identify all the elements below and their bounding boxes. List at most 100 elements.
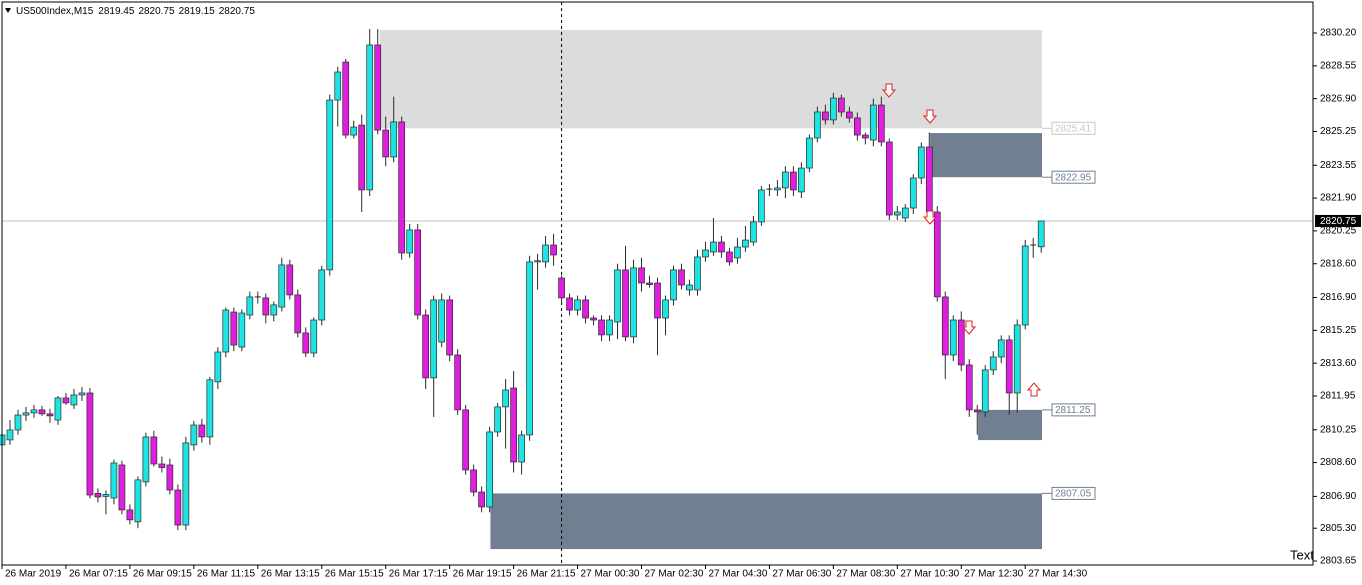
- candle: [702, 241, 709, 262]
- candle-body: [246, 296, 254, 316]
- candle: [614, 263, 621, 340]
- candle-body: [206, 379, 214, 438]
- candle: [678, 263, 685, 290]
- candle-body: [422, 314, 430, 379]
- candle-body: [22, 412, 30, 416]
- candle-body: [294, 294, 302, 334]
- candle: [206, 377, 214, 445]
- candle: [782, 166, 789, 199]
- candle-body: [190, 424, 198, 446]
- candle-body: [270, 304, 278, 316]
- candle: [638, 257, 645, 292]
- candle-body: [694, 256, 701, 291]
- candle: [798, 162, 805, 199]
- zone: [930, 133, 1043, 178]
- candle-body: [70, 394, 78, 406]
- x-tick-label: 26 Mar 21:15: [517, 569, 576, 580]
- y-tick-label: 2806.90: [1320, 491, 1357, 502]
- candle: [965, 359, 973, 417]
- candle-body: [566, 297, 573, 311]
- candle: [286, 259, 294, 300]
- candle: [598, 315, 605, 342]
- candle: [190, 420, 198, 451]
- candle: [742, 225, 749, 252]
- candle: [318, 265, 326, 326]
- candle: [917, 142, 925, 185]
- candle: [22, 406, 30, 421]
- candle-body: [1005, 339, 1013, 394]
- candle: [222, 307, 230, 358]
- plot: [0, 2, 1313, 565]
- x-tick-label: 26 Mar 17:15: [389, 569, 448, 580]
- candle-body: [366, 44, 374, 191]
- candle-body: [526, 261, 533, 436]
- candle-body: [126, 509, 134, 521]
- candle-body: [917, 146, 925, 179]
- candle-body: [182, 442, 190, 526]
- candle: [102, 490, 110, 515]
- candle-body: [6, 429, 14, 441]
- candle-body: [470, 469, 477, 493]
- zone-label: 2822.95: [1055, 172, 1092, 183]
- candle-body: [86, 392, 94, 496]
- candle: [830, 92, 837, 125]
- candle: [118, 460, 126, 515]
- candle: [654, 277, 661, 356]
- candle-body: [358, 124, 366, 191]
- zone-label: 2811.25: [1055, 405, 1091, 416]
- candle: [198, 418, 206, 443]
- candle-body: [582, 299, 589, 319]
- candle: [414, 223, 422, 320]
- candle-body: [774, 187, 781, 191]
- x-tick-label: 26 Mar 07:15: [69, 569, 128, 580]
- candle: [438, 293, 446, 348]
- candle-body: [646, 282, 653, 285]
- candle-body: [118, 464, 126, 511]
- x-tick-label: 26 Mar 19:15: [453, 569, 512, 580]
- x-tick-label: 27 Mar 12:30: [964, 569, 1023, 580]
- candle-body: [30, 409, 38, 414]
- x-tick-label: 26 Mar 15:15: [325, 569, 384, 580]
- y-tick-label: 2813.60: [1320, 358, 1357, 369]
- candle: [1021, 239, 1029, 330]
- candle: [94, 488, 102, 503]
- candle-body: [885, 141, 893, 216]
- signal-arrows: [881, 83, 1042, 397]
- candle-body: [46, 413, 54, 417]
- candle: [110, 459, 118, 505]
- chart-header: US500Index,M15 2819.45 2820.75 2819.15 2820.…: [16, 6, 255, 17]
- zone-label: 2807.05: [1055, 489, 1092, 500]
- candle: [134, 476, 142, 529]
- up-arrow: [1026, 382, 1042, 397]
- x-tick-label: 27 Mar 14:30: [1028, 569, 1087, 580]
- candle-body: [598, 319, 605, 336]
- candle: [374, 29, 382, 135]
- current-price-label: 2820.75: [1320, 216, 1357, 227]
- candle-body: [909, 177, 917, 209]
- candle-body: [174, 489, 182, 526]
- header-open: 2819.45: [98, 6, 135, 17]
- candle-body: [334, 71, 342, 101]
- candle: [750, 215, 757, 246]
- candle: [470, 464, 477, 497]
- candle: [462, 404, 469, 475]
- x-tick-label: 26 Mar 13:15: [261, 569, 320, 580]
- candle: [182, 436, 190, 531]
- candle-body: [342, 61, 350, 136]
- candle-body: [110, 462, 118, 499]
- candle: [366, 29, 374, 197]
- candle-body: [198, 424, 206, 438]
- candle: [78, 387, 86, 401]
- candle-body: [78, 392, 86, 396]
- candle-body: [158, 463, 166, 468]
- candle-body: [510, 387, 517, 463]
- current-price-box: [1315, 214, 1361, 227]
- x-tick-label: 27 Mar 06:30: [772, 569, 831, 580]
- header-close: 2820.75: [219, 6, 256, 17]
- zones: [379, 30, 1043, 550]
- candle-body: [877, 104, 885, 143]
- x-tick-label: 27 Mar 08:30: [836, 569, 895, 580]
- candle-body: [286, 264, 294, 296]
- menu-arrow[interactable]: [5, 8, 11, 13]
- candle-body: [941, 296, 949, 356]
